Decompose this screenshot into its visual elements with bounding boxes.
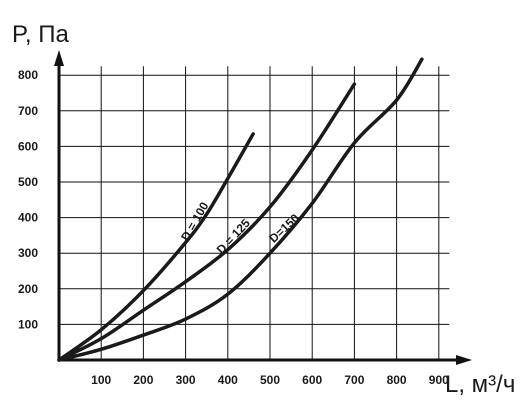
x-tick-label: 700: [344, 373, 364, 387]
y-axis-arrow: [54, 50, 64, 66]
curve-label: D = 125: [214, 216, 253, 257]
axes: [54, 50, 472, 365]
x-tick-label: 400: [218, 373, 238, 387]
curve-series-2: [57, 57, 424, 362]
curve-label: D=150: [266, 211, 302, 246]
y-tick-label: 200: [18, 282, 38, 296]
x-tick-label: 900: [429, 373, 449, 387]
x-tick-label: 200: [133, 373, 153, 387]
x-tick-label: 600: [302, 373, 322, 387]
curves: [57, 57, 424, 362]
y-tick-label: 100: [18, 317, 38, 331]
curve-label: D = 100: [178, 199, 211, 243]
y-axis-title: P, Па: [12, 21, 70, 48]
x-axis-title: L, м³/ч: [445, 371, 515, 398]
y-tick-label: 800: [18, 68, 38, 82]
grid: [59, 66, 450, 360]
x-tick-label: 300: [176, 373, 196, 387]
y-tick-label: 300: [18, 246, 38, 260]
x-axis-arrow: [456, 355, 472, 365]
y-tick-label: 400: [18, 211, 38, 225]
y-tick-label: 700: [18, 104, 38, 118]
y-tick-label: 500: [18, 175, 38, 189]
x-tick-label: 500: [260, 373, 280, 387]
x-tick-label: 800: [387, 373, 407, 387]
curve-series-0: [57, 132, 255, 362]
y-tick-label: 600: [18, 139, 38, 153]
tick-labels: 100 200 300 400 500 600 700 800 900 100 200 300 400 5…: [18, 68, 449, 387]
curve-series-1: [57, 82, 357, 362]
curve-labels: D = 100 D = 125 D=150: [178, 199, 302, 256]
x-tick-label: 100: [91, 373, 111, 387]
